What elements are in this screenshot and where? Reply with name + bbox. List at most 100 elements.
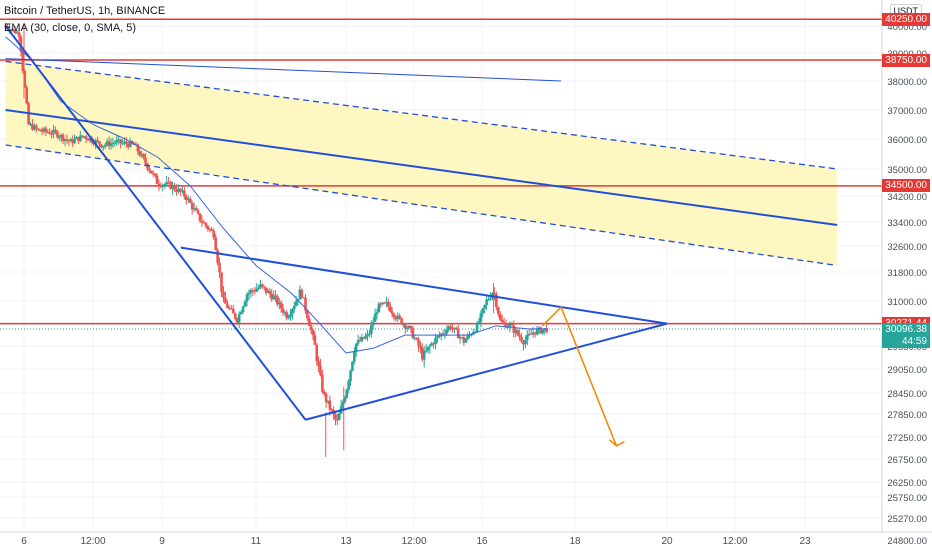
candle-body — [336, 419, 339, 421]
time-tick-label: 9 — [159, 536, 165, 547]
price-tick-label: 40000.00 — [887, 22, 927, 33]
candle-body — [253, 290, 257, 292]
candle-body — [445, 329, 449, 334]
candle-body — [73, 138, 76, 144]
candle-body — [171, 185, 174, 189]
candle-body — [300, 289, 304, 298]
candle-body — [84, 136, 88, 139]
candle-body — [38, 129, 42, 131]
candle-body — [447, 326, 451, 330]
time-tick-label: 12:00 — [722, 536, 747, 547]
price-level-tag[interactable]: 34500.00 — [882, 179, 930, 193]
price-tick-label: 27250.00 — [887, 433, 927, 444]
candle-body — [36, 128, 40, 130]
candle-body — [545, 328, 549, 333]
candle-body — [466, 335, 469, 340]
bar-countdown: 44:59 — [882, 335, 930, 348]
candle-body — [237, 314, 241, 323]
candle-body — [373, 313, 377, 322]
candle-body — [126, 144, 130, 147]
indicator-label[interactable]: EMA (30, close, 0, SMA, 5) — [4, 22, 137, 34]
candle-body — [261, 284, 264, 287]
candle-body — [270, 294, 274, 300]
candle-body — [319, 366, 322, 375]
candle-body — [483, 304, 487, 309]
candle-body — [266, 290, 270, 293]
candle-body — [347, 381, 350, 390]
candle-body — [436, 336, 439, 339]
time-tick-label: 20 — [661, 536, 673, 547]
candle-body — [379, 303, 383, 305]
candle-body — [460, 337, 464, 339]
candle-body — [291, 309, 294, 315]
candle-body — [54, 129, 57, 132]
candle-body — [533, 332, 537, 335]
candle-body — [161, 184, 165, 187]
candle-body — [210, 229, 214, 231]
candle-body — [159, 185, 163, 187]
candle-body — [514, 330, 518, 333]
channel-lower-dashed — [5, 144, 838, 267]
candle-body — [392, 313, 396, 318]
price-tick-label: 31800.00 — [887, 268, 927, 279]
candle-body — [456, 329, 460, 339]
price-level-tag[interactable]: 40250.00 — [882, 12, 930, 26]
candle-body — [109, 143, 113, 147]
candle-body — [243, 301, 247, 307]
candle-body — [188, 198, 192, 203]
candle-body — [524, 339, 527, 345]
candle-body — [241, 306, 245, 313]
candle-body — [387, 301, 390, 307]
candle-body — [407, 326, 411, 328]
candle-body — [130, 141, 134, 144]
candle-body — [411, 328, 415, 339]
symbol-title[interactable]: Bitcoin / TetherUS, 1h, BINANCE — [4, 5, 166, 17]
candle-body — [470, 334, 473, 336]
candle-body — [434, 338, 437, 345]
candle-body — [438, 335, 441, 337]
candle-body — [10, 29, 13, 31]
candle-body — [366, 333, 369, 337]
candle-body — [424, 350, 428, 352]
candle-body — [196, 210, 200, 214]
candle-body — [388, 306, 392, 312]
candle-body — [228, 307, 231, 309]
candle-body — [13, 29, 17, 34]
candle-body — [362, 336, 366, 339]
candle-body — [302, 297, 305, 299]
candle-body — [349, 370, 352, 382]
price-axis-bg — [882, 0, 932, 550]
candle-body — [419, 345, 422, 348]
candle-body — [167, 181, 170, 183]
candle-body — [415, 338, 418, 340]
candle-body — [368, 333, 371, 335]
candle-body — [153, 173, 157, 176]
projection — [541, 305, 625, 447]
candle-body — [529, 333, 533, 335]
candle-body — [220, 272, 223, 292]
last-price-tag[interactable]: 30096.38 — [882, 322, 930, 336]
candle-body — [500, 319, 504, 323]
candle-body — [75, 137, 78, 139]
candle-body — [315, 344, 319, 362]
candle-body — [105, 141, 109, 145]
candle-body — [31, 123, 34, 130]
candle-body — [142, 154, 145, 158]
candle-body — [409, 326, 413, 329]
candle-body — [294, 301, 298, 306]
candle-body — [251, 290, 255, 292]
candle-body — [61, 134, 65, 141]
candle-body — [184, 196, 188, 200]
candle-body — [375, 312, 379, 314]
candle-body — [192, 208, 196, 210]
candle-body — [309, 325, 313, 331]
candle-body — [82, 136, 86, 138]
price-level-tag[interactable]: 38750.00 — [882, 53, 930, 67]
price-tick-label: 32600.00 — [887, 242, 927, 253]
candle-body — [257, 287, 260, 289]
candle-body — [59, 134, 63, 137]
candle-body — [212, 230, 215, 238]
